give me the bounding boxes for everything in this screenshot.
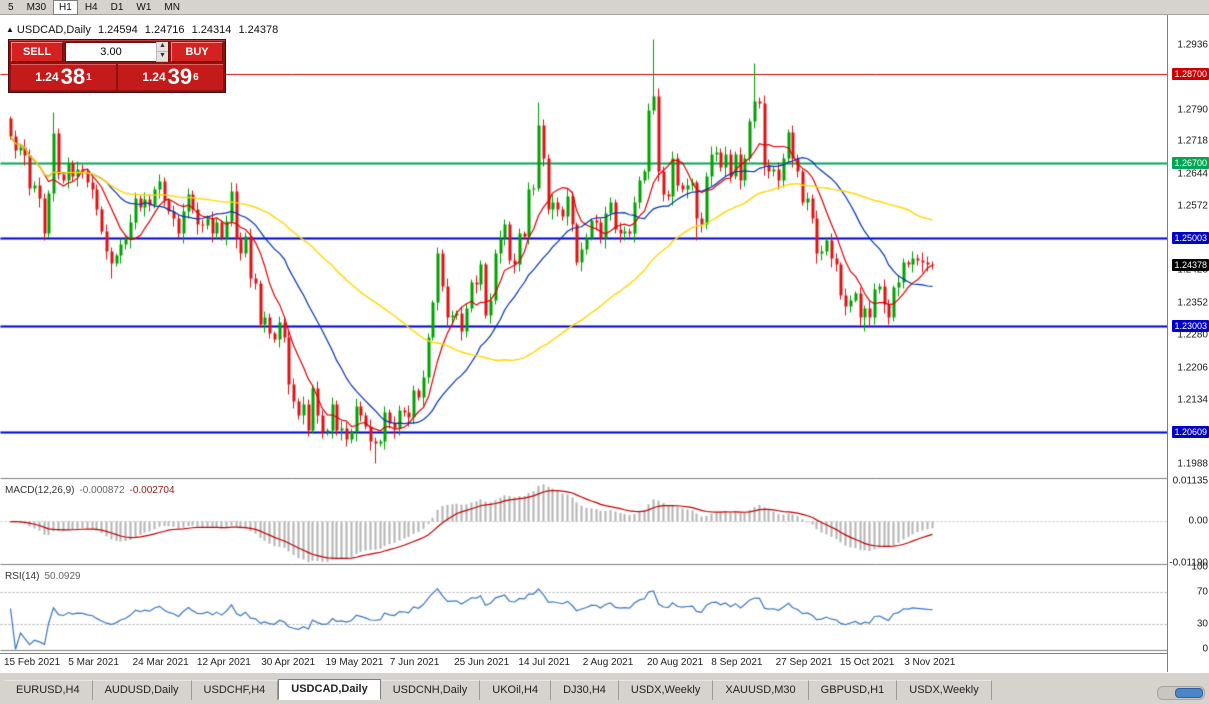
date-label: 7 Jun 2021 [389,657,440,668]
price-tick: 1.2206 [1177,362,1208,374]
volume-up-button[interactable]: ▲ [157,42,168,52]
date-label: 27 Sep 2021 [775,657,833,668]
macd-axis-label: -0.01190 [1169,557,1208,569]
macd-signal-value: -0.002704 [129,485,175,496]
date-label: 5 Mar 2021 [68,657,119,668]
chart-tab-usdchf-h4[interactable]: USDCHF,H4 [191,680,279,700]
sell-button[interactable]: SELL [11,42,63,62]
rsi-axis-label: 100 [1191,561,1208,573]
date-label: 2 Aug 2021 [582,657,634,668]
chart-symbol: USDCAD,Daily [16,24,91,36]
chart-tab-eurusd-h4[interactable]: EURUSD,H4 [4,680,93,700]
rsi-axis-label: 0 [1202,643,1208,655]
price-tick: 1.2936 [1177,39,1208,51]
chart-tab-usdcad-daily[interactable]: USDCAD,Daily [278,679,381,700]
date-label: 30 Apr 2021 [261,657,316,668]
date-label: 19 May 2021 [325,657,384,668]
date-label: 15 Oct 2021 [839,657,895,668]
chart-tab-bar: EURUSD,H4 AUDUSD,Daily USDCHF,H4 USDCAD,Dai… [0,672,1209,704]
macd-label: MACD(12,26,9) -0.000872 -0.002704 [5,485,175,496]
rsi-axis-label: 30 [1196,618,1208,630]
macd-main-value: -0.000872 [79,485,125,496]
timeframe-toolbar: 5 M30 H1 H4 D1 W1 MN [0,0,1209,15]
price-tick: 1.2572 [1177,200,1208,212]
buy-price[interactable]: 1.24 39 6 [118,64,223,90]
price-tick: 1.2280 [1177,329,1208,341]
rsi-label: RSI(14) 50.0929 [5,571,81,582]
timeframe-button-d1[interactable]: D1 [110,1,124,13]
one-click-trading-panel: SELL 3.00 ▲ ▼ BUY 1.24 38 1 1.24 39 6 [8,39,226,93]
timeframe-button-5[interactable]: 5 [8,1,14,13]
symbol-arrow-icon: ▲ [6,25,14,34]
level-price-badge: 1.20609 [1172,425,1209,438]
chart-tab-xauusd-m30[interactable]: XAUUSD,M30 [713,680,809,700]
date-label: 12 Apr 2021 [196,657,251,668]
date-label: 15 Feb 2021 [4,657,61,668]
chart-area: ▲ USDCAD,Daily 1.24594 1.24716 1.24314 1.… [0,15,1209,673]
date-label: 14 Jul 2021 [518,657,571,668]
chart-title: ▲ USDCAD,Daily 1.24594 1.24716 1.24314 1.… [6,24,282,36]
level-price-badge: 1.25003 [1172,231,1209,244]
timeframe-button-h4[interactable]: H4 [84,1,98,13]
sell-price[interactable]: 1.24 38 1 [11,64,116,90]
bar-high: 1.24716 [144,24,185,36]
date-label: 8 Sep 2021 [711,657,763,668]
price-tick: 1.1988 [1177,458,1208,470]
price-tick: 1.2644 [1177,168,1208,180]
chart-canvas[interactable] [0,15,1167,653]
rsi-axis-label: 70 [1196,586,1208,598]
rsi-value: 50.0929 [44,571,81,582]
bar-close: 1.24378 [238,24,279,36]
chart-tab-dj30-h4[interactable]: DJ30,H4 [551,680,619,700]
level-price-badge: 1.28700 [1172,68,1209,81]
chart-tab-usdcnh-daily[interactable]: USDCNH,Daily [380,680,481,700]
macd-axis-label: 0.01135 [1172,475,1208,487]
timeframe-button-h1[interactable]: H1 [53,0,78,15]
chart-tab-usdx-weekly[interactable]: USDX,Weekly [897,680,992,700]
current-price-badge: 1.24378 [1172,259,1209,272]
volume-value[interactable]: 3.00 [100,46,122,58]
bar-low: 1.24314 [191,24,232,36]
tabs-scrollbar-thumb[interactable] [1175,688,1203,698]
date-label: 3 Nov 2021 [904,657,956,668]
timeframe-button-mn[interactable]: MN [164,1,180,13]
volume-stepper[interactable]: 3.00 ▲ ▼ [65,42,169,62]
tabs-scrollbar[interactable] [1157,686,1205,700]
chart-tab-gbpusd-h1[interactable]: GBPUSD,H1 [808,680,898,700]
macd-axis-label: 0.00 [1188,515,1208,527]
date-label: 24 Mar 2021 [132,657,189,668]
timeframe-button-w1[interactable]: W1 [136,1,152,13]
timeframe-button-m30[interactable]: M30 [26,1,47,13]
price-tick: 1.2718 [1177,135,1208,147]
date-label: 20 Aug 2021 [647,657,704,668]
chart-tab-audusd-daily[interactable]: AUDUSD,Daily [92,680,192,700]
bar-open: 1.24594 [97,24,138,36]
buy-button[interactable]: BUY [171,42,223,62]
level-price-badge: 1.26700 [1172,156,1209,169]
price-tick: 1.2352 [1177,297,1208,309]
price-tick: 1.2790 [1177,104,1208,116]
date-axis[interactable]: 15 Feb 2021 5 Mar 2021 24 Mar 2021 12 Apr 2… [0,653,1167,673]
level-price-badge: 1.23003 [1172,320,1209,333]
chart-tab-usdx-weekly[interactable]: USDX,Weekly [618,680,714,700]
volume-down-button[interactable]: ▼ [157,52,168,62]
price-tick: 1.2134 [1177,394,1208,406]
date-label: 25 Jun 2021 [454,657,510,668]
price-axis[interactable]: 1.29361.27901.27181.26441.25721.24281.23… [1167,15,1209,672]
chart-tab-ukoil-h4[interactable]: UKOil,H4 [480,680,552,700]
